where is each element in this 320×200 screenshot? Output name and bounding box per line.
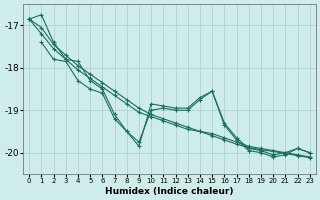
X-axis label: Humidex (Indice chaleur): Humidex (Indice chaleur) (105, 187, 234, 196)
